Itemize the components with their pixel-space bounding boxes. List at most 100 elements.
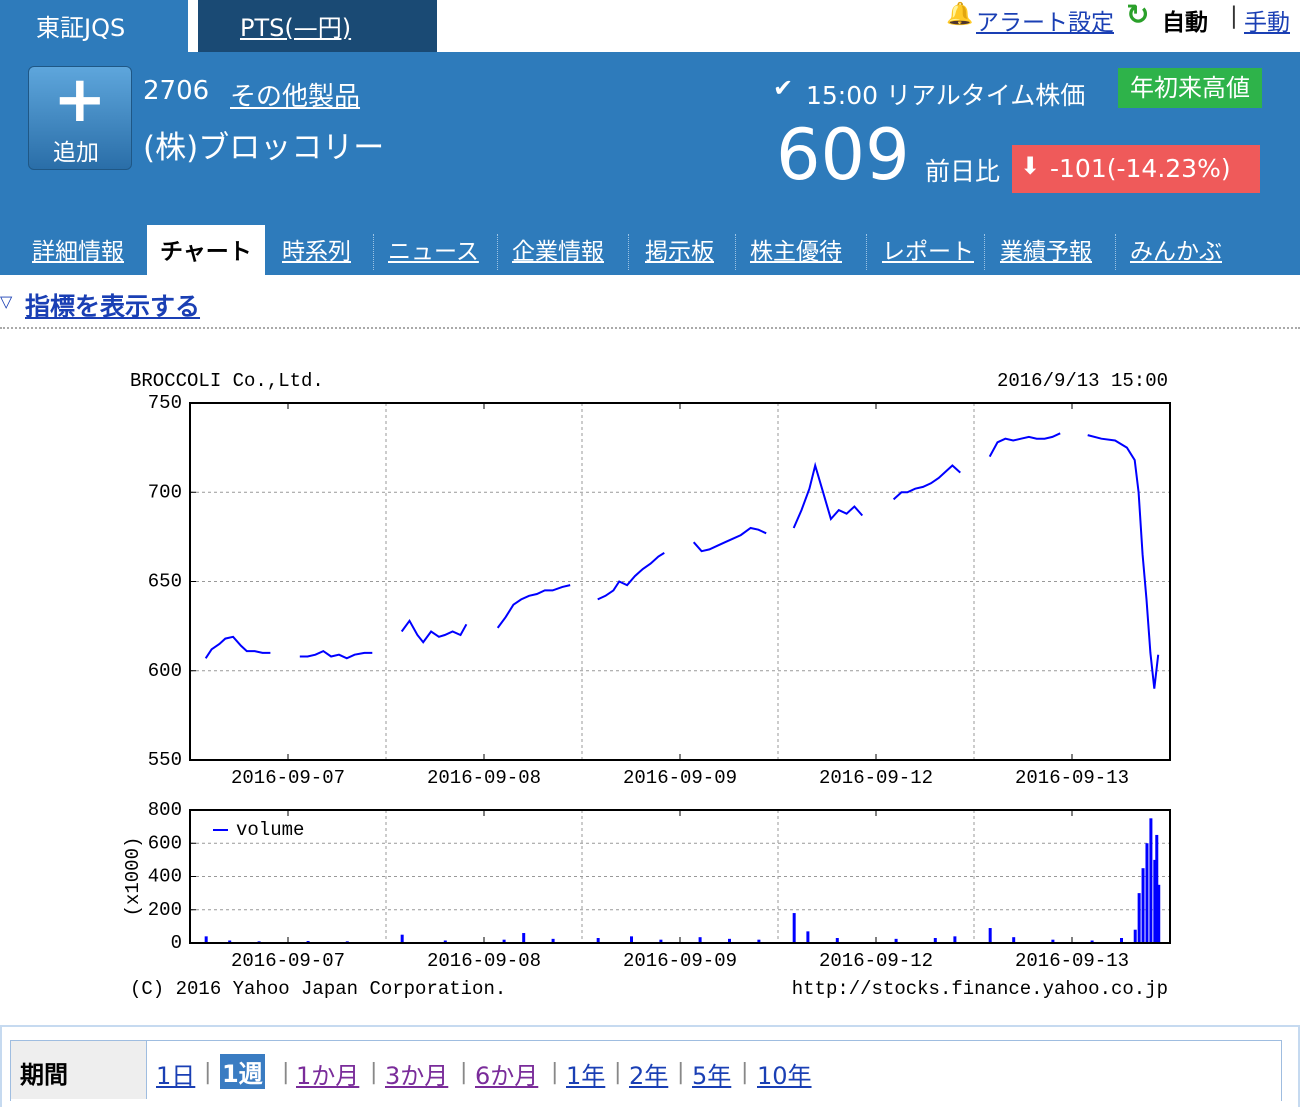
- volume-bar: [1157, 884, 1161, 943]
- divider: |: [460, 1060, 468, 1085]
- x-tick-label: 2016-09-12: [819, 950, 933, 972]
- nav-separator: [735, 234, 736, 270]
- add-button[interactable]: + 追加: [28, 63, 132, 170]
- plot-frame: [189, 402, 1171, 761]
- toggle-icon[interactable]: ▽: [0, 292, 13, 311]
- nav-item[interactable]: レポート: [882, 239, 974, 265]
- period-option[interactable]: 2年: [629, 1062, 669, 1090]
- period-box: [10, 1040, 1282, 1101]
- volume-bar: [933, 938, 937, 943]
- period-label: 期間: [20, 1061, 68, 1089]
- volume-bar: [659, 939, 663, 943]
- y-tick-label: 550: [148, 749, 182, 771]
- y-tick-label: 600: [148, 660, 182, 682]
- volume-bar: [1155, 834, 1159, 943]
- y-tick-label: 200: [148, 899, 182, 921]
- nav-separator: [628, 234, 629, 270]
- change-box: ⬇ -101(-14.23%): [1012, 145, 1260, 193]
- down-arrow: ⬇: [1020, 152, 1041, 180]
- y-tick-label: 0: [171, 932, 182, 954]
- source-url: http://stocks.finance.yahoo.co.jp: [792, 978, 1168, 1000]
- volume-bar: [400, 934, 404, 943]
- nav-item[interactable]: ニュース: [388, 239, 479, 265]
- nav-item[interactable]: 詳細情報: [32, 239, 124, 265]
- x-tick-label: 2016-09-13: [1015, 950, 1129, 972]
- x-tick-label: 2016-09-09: [623, 767, 737, 789]
- plus-icon[interactable]: +: [53, 63, 107, 137]
- divider: |: [551, 1060, 559, 1085]
- nav-item-active[interactable]: チャート: [160, 239, 252, 265]
- legend-label: volume: [236, 819, 304, 841]
- tab-active[interactable]: 東証JQS: [0, 0, 188, 52]
- volume-bar: [1153, 859, 1157, 943]
- auto-label[interactable]: 自動: [1162, 10, 1208, 36]
- period-option[interactable]: 6か月: [475, 1062, 539, 1090]
- volume-bar: [1137, 893, 1141, 943]
- refresh-icon[interactable]: ↻: [1126, 0, 1150, 31]
- volume-bar: [698, 937, 702, 943]
- nav-item[interactable]: 時系列: [282, 239, 351, 265]
- industry-link[interactable]: その他製品: [230, 82, 361, 112]
- nav-item[interactable]: 株主優待: [750, 239, 842, 265]
- volume-bar: [1090, 940, 1094, 943]
- nav-item[interactable]: 企業情報: [512, 239, 604, 265]
- volume-bar: [204, 936, 208, 943]
- chart-title: BROCCOLI Co.,Ltd.: [130, 370, 324, 392]
- x-tick-label: 2016-09-07: [231, 950, 345, 972]
- volume-bar: [894, 938, 898, 943]
- nav-active-bg: [147, 225, 265, 275]
- volume-bar: [1141, 868, 1145, 943]
- tab[interactable]: PTS(—円): [198, 0, 437, 52]
- bell-icon: 🔔: [946, 2, 974, 27]
- y-tick-label: 600: [148, 832, 182, 854]
- x-tick-label: 2016-09-09: [623, 950, 737, 972]
- chart-subtitle: 2016/9/13 15:00: [997, 370, 1168, 392]
- price-line: [204, 432, 1160, 689]
- volume-bar: [551, 938, 555, 943]
- period-option[interactable]: 3か月: [385, 1062, 449, 1090]
- nav-item[interactable]: 業績予報: [1000, 239, 1092, 265]
- volume-bar: [443, 940, 447, 943]
- volume-bar: [792, 913, 796, 943]
- add-label[interactable]: 追加: [53, 140, 99, 166]
- volume-bar: [1012, 937, 1016, 943]
- volume-bar: [1120, 938, 1123, 943]
- y-axis-label: (x1000): [122, 837, 144, 917]
- manual-link[interactable]: 手動: [1244, 10, 1290, 36]
- volume-bar: [630, 936, 633, 943]
- period-option[interactable]: 10年: [757, 1062, 812, 1090]
- stock-name: (株)ブロッコリー: [143, 130, 385, 166]
- divider: |: [1230, 3, 1238, 29]
- y-tick-label: 650: [148, 571, 182, 593]
- volume-bar: [806, 931, 810, 943]
- check-icon: ✔: [773, 74, 794, 102]
- x-tick-label: 2016-09-08: [427, 767, 541, 789]
- volume-bar: [228, 940, 232, 943]
- nav-item[interactable]: みんかぶ: [1130, 239, 1222, 265]
- y-tick-label: 400: [148, 866, 182, 888]
- alert-link[interactable]: アラート設定: [976, 10, 1114, 36]
- tab-label[interactable]: PTS(—円): [240, 14, 352, 42]
- x-tick-label: 2016-09-07: [231, 767, 345, 789]
- indicator-toggle[interactable]: 指標を表示する: [25, 292, 201, 321]
- nav-separator: [497, 234, 498, 270]
- period-option[interactable]: 1日: [156, 1062, 196, 1090]
- change-label: 前日比: [925, 157, 1001, 186]
- x-tick-label: 2016-09-12: [819, 767, 933, 789]
- stock-code: 2706: [143, 76, 210, 106]
- ytd-high-badge: 年初来高値: [1118, 68, 1262, 108]
- tab-label[interactable]: 東証JQS: [36, 14, 126, 42]
- nav-item[interactable]: 掲示板: [645, 239, 714, 265]
- divider: |: [677, 1060, 685, 1085]
- volume-bar: [1145, 843, 1149, 943]
- volume-bar: [596, 938, 600, 943]
- price: 609: [776, 114, 910, 196]
- period-option[interactable]: 1年: [566, 1062, 606, 1090]
- period-option[interactable]: 1か月: [296, 1062, 360, 1090]
- period-option-selected[interactable]: 1週: [220, 1054, 265, 1089]
- period-option[interactable]: 5年: [692, 1062, 732, 1090]
- period-label-cell: 期間: [11, 1041, 147, 1099]
- y-tick-label: 700: [148, 481, 182, 503]
- nav-separator: [373, 234, 374, 270]
